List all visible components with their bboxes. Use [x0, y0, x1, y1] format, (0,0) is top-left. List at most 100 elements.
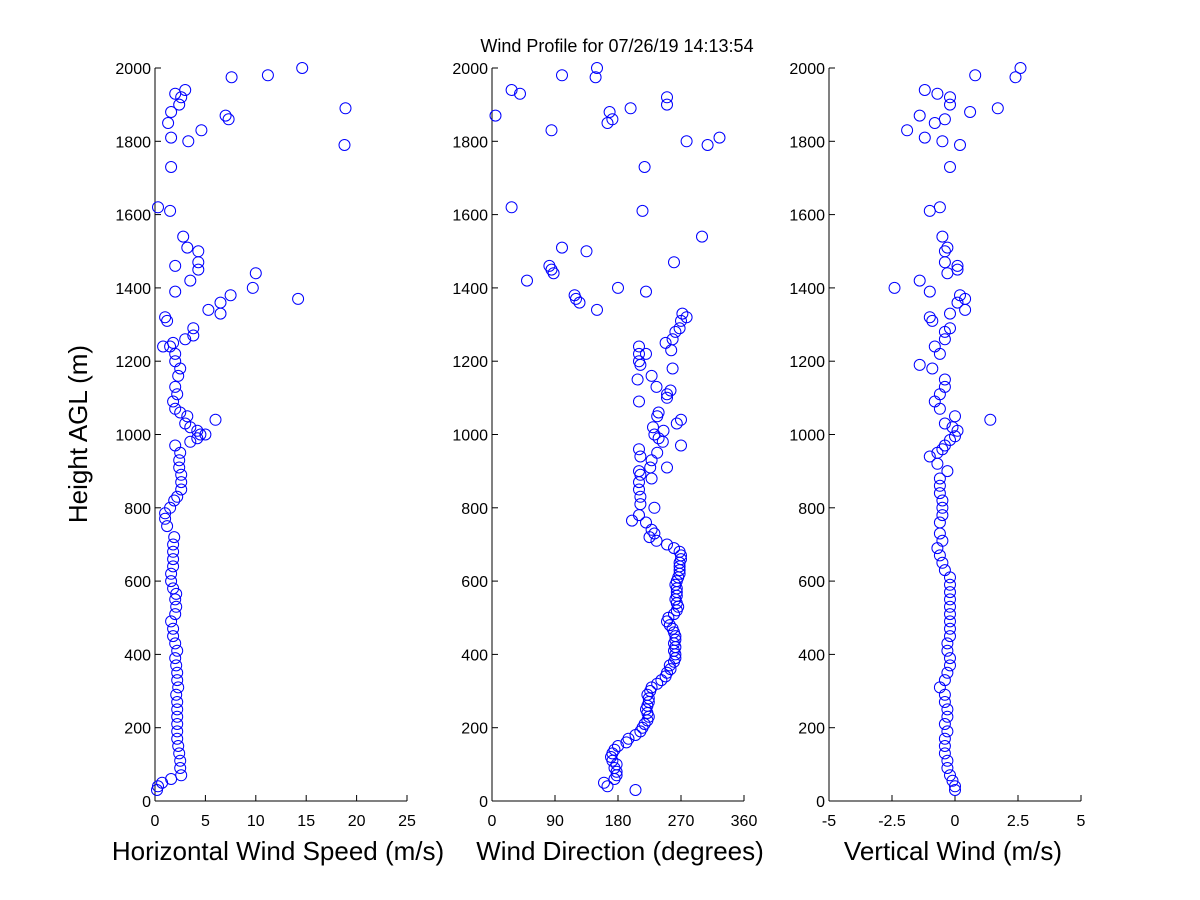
data-point	[199, 428, 212, 441]
data-point	[624, 102, 637, 115]
data-point	[944, 98, 956, 111]
data-point	[936, 556, 949, 569]
y-tick-label: 1400	[789, 281, 825, 298]
data-point	[941, 241, 954, 254]
data-point	[556, 241, 568, 254]
data-point	[668, 256, 680, 269]
y-tick-label: 800	[461, 501, 488, 518]
data-point	[944, 91, 956, 104]
data-point	[936, 230, 949, 243]
y-tick-label: 600	[798, 574, 825, 591]
data-point	[648, 527, 661, 540]
data-point	[640, 516, 652, 529]
data-point	[159, 512, 172, 525]
data-point	[949, 784, 961, 796]
data-point	[175, 476, 188, 489]
data-point	[612, 281, 624, 294]
data-point	[640, 347, 652, 360]
data-point	[187, 322, 200, 335]
data-point	[170, 600, 183, 613]
data-point	[933, 549, 946, 562]
data-point	[191, 424, 204, 437]
data-point	[991, 102, 1004, 115]
data-point	[165, 567, 178, 580]
data-point	[505, 201, 518, 214]
data-point	[657, 424, 670, 437]
data-point	[938, 113, 951, 126]
x-tick-label: 5	[201, 813, 210, 830]
y-tick-label: 2000	[452, 61, 488, 78]
data-point	[984, 413, 997, 426]
horizontal-wind-speed-panel: 0 200 400 600 800 1000 1200 1400 1600 1800 2000 0 5 1…	[63, 61, 444, 866]
data-point	[969, 69, 982, 82]
data-point	[169, 402, 182, 415]
data-point	[195, 124, 208, 137]
data-point	[644, 461, 657, 474]
data-point	[652, 406, 665, 419]
data-point	[661, 538, 673, 551]
x-tick-label: -2.5	[878, 813, 906, 830]
y-tick-label: 800	[124, 501, 151, 518]
data-point	[169, 380, 182, 393]
x-tick-label: 15	[297, 813, 315, 830]
data-point	[165, 773, 178, 785]
data-point	[547, 267, 560, 280]
data-point	[933, 479, 946, 492]
y-tick-label: 0	[479, 794, 488, 811]
data-point	[170, 688, 183, 701]
y-axis-label: Height AGL (m)	[63, 345, 93, 523]
data-point	[177, 230, 190, 243]
data-point	[172, 740, 185, 752]
data-point	[680, 311, 693, 324]
data-point	[222, 113, 235, 126]
data-point	[514, 87, 526, 100]
data-point	[944, 593, 956, 606]
data-point	[675, 553, 687, 566]
data-point	[964, 106, 977, 118]
data-point	[663, 619, 676, 632]
data-point	[666, 362, 679, 375]
data-point	[505, 84, 518, 96]
data-point	[167, 545, 180, 558]
data-point	[647, 421, 659, 434]
data-point	[951, 296, 964, 309]
data-point	[167, 336, 180, 349]
chart-title: Wind Profile for 07/26/19 14:13:54	[480, 36, 753, 56]
y-tick-label: 200	[124, 721, 151, 738]
data-point	[152, 201, 164, 214]
data-point	[161, 520, 174, 533]
data-point	[680, 135, 693, 148]
data-point	[224, 289, 237, 302]
data-point	[629, 784, 642, 796]
data-point	[938, 373, 951, 386]
y-tick-label: 1400	[115, 281, 151, 298]
data-point	[179, 417, 192, 430]
data-point	[556, 69, 568, 82]
data-point	[638, 161, 651, 173]
x-tick-label: -5	[822, 813, 836, 830]
data-point	[941, 754, 954, 767]
data-point	[944, 659, 956, 672]
data-point	[606, 113, 619, 126]
data-point	[938, 564, 951, 577]
x-tick-label: 10	[247, 813, 265, 830]
data-point	[608, 762, 621, 774]
data-point	[172, 369, 185, 382]
data-point	[648, 501, 661, 514]
data-point	[169, 608, 182, 621]
data-point	[944, 615, 956, 628]
data-point	[661, 391, 673, 404]
data-point	[913, 274, 926, 287]
data-point	[633, 465, 645, 478]
x-tick-label: 90	[546, 813, 564, 830]
x-tick-label: 0	[488, 813, 497, 830]
y-tick-label: 0	[816, 794, 825, 811]
y-tick-label: 2000	[789, 61, 825, 78]
data-point	[949, 780, 961, 793]
y-tick-label: 1600	[115, 208, 151, 225]
y-tick-label: 800	[798, 501, 825, 518]
data-point	[151, 784, 163, 796]
data-point	[949, 410, 961, 423]
data-point	[944, 322, 956, 335]
